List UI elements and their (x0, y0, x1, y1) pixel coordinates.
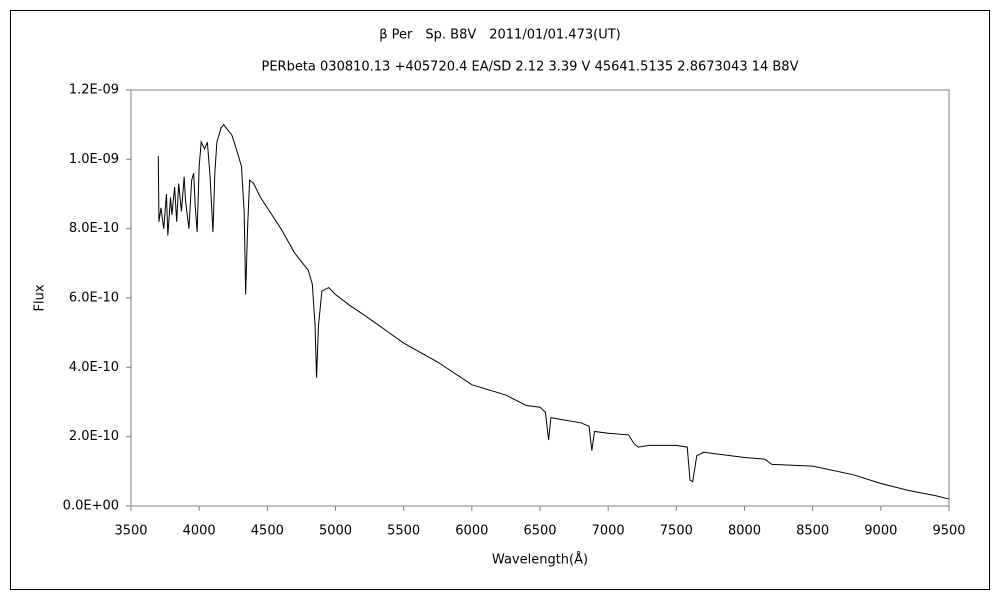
y-axis-label: Flux (33, 284, 48, 311)
x-tick-label: 4000 (183, 524, 216, 539)
y-tick-label: 0.0E+00 (63, 499, 119, 514)
x-tick-label: 8000 (728, 524, 761, 539)
y-tick-label: 2.0E-10 (69, 429, 119, 444)
x-tick-label: 7000 (592, 524, 625, 539)
y-tick-label: 1.2E-09 (69, 83, 119, 98)
x-tick-label: 8500 (796, 524, 829, 539)
x-axis-label: Wavelength(Å) (492, 552, 588, 568)
y-tick-label: 8.0E-10 (69, 221, 119, 236)
x-tick-label: 4500 (251, 524, 284, 539)
y-tick-label: 1.0E-09 (69, 152, 119, 167)
chart-title: β Per Sp. B8V 2011/01/01.473(UT) (379, 28, 620, 43)
x-tick-label: 7500 (660, 524, 693, 539)
y-tick-label: 4.0E-10 (69, 360, 119, 375)
x-tick-label: 5000 (319, 524, 352, 539)
x-tick-label: 9000 (864, 524, 897, 539)
x-tick-label: 6500 (523, 524, 556, 539)
chart-subtitle: PERbeta 030810.13 +405720.4 EA/SD 2.12 3… (262, 60, 799, 75)
y-tick-label: 6.0E-10 (69, 291, 119, 306)
x-tick-label: 3500 (114, 524, 147, 539)
x-tick-label: 5500 (387, 524, 420, 539)
x-tick-label: 6000 (455, 524, 488, 539)
spectrum-line (157, 123, 950, 500)
x-tick-label: 9500 (932, 524, 965, 539)
chart-frame (10, 10, 990, 590)
